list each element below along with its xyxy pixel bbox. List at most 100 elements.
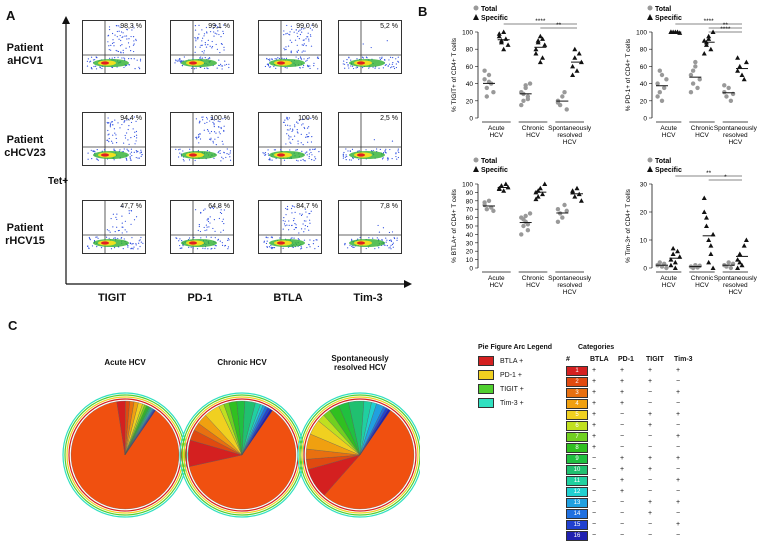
arc-legend-label: Tim-3 + bbox=[500, 400, 524, 407]
facs-plot: 47,7 % bbox=[82, 200, 146, 254]
data-point-specific bbox=[706, 36, 712, 41]
data-point-specific bbox=[737, 63, 743, 69]
category-number: 5 bbox=[566, 409, 588, 420]
category-value: − bbox=[620, 510, 625, 517]
category-value: + bbox=[620, 367, 625, 374]
marker-label: PD-1 bbox=[187, 292, 213, 304]
data-point-total bbox=[690, 68, 696, 73]
category-label: Spontaneously bbox=[714, 275, 758, 282]
category-label: Chronic bbox=[522, 275, 545, 282]
data-point-specific bbox=[537, 59, 543, 65]
data-point-total bbox=[562, 90, 567, 95]
category-value: − bbox=[648, 532, 653, 539]
category-label: HCV bbox=[489, 282, 503, 289]
category-value: + bbox=[648, 422, 653, 429]
panel-a-axes bbox=[62, 16, 412, 288]
data-point-specific bbox=[542, 42, 548, 47]
legend-swatch bbox=[478, 398, 494, 409]
data-point-specific bbox=[540, 36, 546, 41]
facs-dots bbox=[339, 21, 401, 73]
data-point-specific bbox=[498, 183, 504, 188]
category-number: 16 bbox=[566, 530, 588, 541]
patient-label: Patient rHCV15 bbox=[5, 222, 45, 247]
data-point-total bbox=[521, 98, 526, 104]
data-point-specific bbox=[501, 188, 507, 193]
data-point-specific bbox=[737, 259, 743, 265]
category-value: + bbox=[676, 499, 681, 506]
marker-label: TIGIT bbox=[97, 292, 127, 304]
data-point-total bbox=[525, 228, 531, 233]
y-tick-label: 90 bbox=[466, 190, 474, 197]
category-label: Acute bbox=[488, 125, 505, 132]
data-point-specific bbox=[708, 243, 714, 248]
data-point-specific bbox=[498, 38, 504, 43]
category-value: − bbox=[592, 477, 597, 484]
category-label: HCV bbox=[695, 132, 709, 139]
y-tick-label: 60 bbox=[466, 64, 474, 71]
category-header: TIGIT bbox=[646, 356, 664, 363]
facs-plot: 7,8 % bbox=[338, 200, 402, 254]
data-point-specific bbox=[706, 33, 712, 39]
pie-slice bbox=[323, 410, 415, 510]
pie-slice bbox=[359, 408, 391, 456]
data-point-total bbox=[486, 198, 492, 203]
category-value: − bbox=[592, 499, 597, 506]
category-label: HCV bbox=[728, 289, 742, 296]
data-point-total bbox=[657, 90, 662, 95]
facs-plot: 100 % bbox=[170, 112, 234, 166]
category-value: + bbox=[648, 455, 653, 462]
data-point-specific bbox=[701, 195, 707, 200]
category-value: + bbox=[676, 433, 681, 440]
category-number: 9 bbox=[566, 453, 588, 464]
category-number: 8 bbox=[566, 442, 588, 453]
category-label: Chronic bbox=[691, 275, 714, 282]
data-point-specific bbox=[703, 223, 709, 228]
category-row: 10− + + − bbox=[566, 464, 704, 475]
legend-specific: Specific bbox=[481, 167, 508, 174]
data-point-specific bbox=[576, 51, 582, 56]
category-value: + bbox=[592, 378, 597, 385]
data-point-specific bbox=[496, 33, 502, 39]
y-axis-label: % Tim-3+ of CD4+ T cells bbox=[625, 188, 632, 263]
legend-total: Total bbox=[481, 6, 497, 13]
facs-plot: 2,5 % bbox=[338, 112, 402, 166]
arc-legend-item: TIGIT + bbox=[478, 384, 524, 395]
data-point-specific bbox=[703, 42, 709, 47]
data-point-total bbox=[659, 72, 665, 78]
facs-plot: 84,7 % bbox=[258, 200, 322, 254]
significance-label: ** bbox=[706, 170, 712, 177]
facs-percentage: 100 % bbox=[298, 115, 318, 122]
data-point-specific bbox=[533, 196, 539, 202]
facs-percentage: 64,8 % bbox=[208, 203, 230, 210]
facs-dots bbox=[259, 201, 321, 253]
panel-b-letter: B bbox=[418, 4, 428, 19]
category-label: Acute bbox=[660, 275, 677, 282]
category-label: resolved bbox=[557, 132, 582, 139]
category-value: + bbox=[592, 422, 597, 429]
category-value: − bbox=[676, 532, 681, 539]
category-value: − bbox=[620, 499, 625, 506]
category-value: − bbox=[620, 422, 625, 429]
category-value: + bbox=[620, 477, 625, 484]
category-value: + bbox=[592, 411, 597, 418]
pie-title: Acute HCV bbox=[104, 358, 146, 367]
data-point-total bbox=[688, 72, 694, 78]
data-point-specific bbox=[574, 68, 580, 73]
panel-b-charts: Total Specific Total Specific Total Specific T… bbox=[451, 5, 758, 296]
category-value: − bbox=[620, 532, 625, 539]
category-number: 3 bbox=[566, 387, 588, 398]
category-value: − bbox=[648, 488, 653, 495]
data-point-specific bbox=[670, 245, 676, 251]
data-point-total bbox=[484, 85, 489, 91]
data-point-total bbox=[697, 77, 702, 82]
category-number: 14 bbox=[566, 508, 588, 519]
data-point-total bbox=[527, 81, 533, 86]
data-point-total bbox=[726, 85, 731, 91]
panel-c-letter: C bbox=[8, 318, 18, 333]
facs-percentage: 99,1 % bbox=[208, 23, 230, 30]
category-number: 7 bbox=[566, 431, 588, 442]
category-value: + bbox=[676, 411, 681, 418]
category-row: 3 + + − + bbox=[566, 387, 704, 398]
category-row: 2 + + + − bbox=[566, 376, 704, 387]
